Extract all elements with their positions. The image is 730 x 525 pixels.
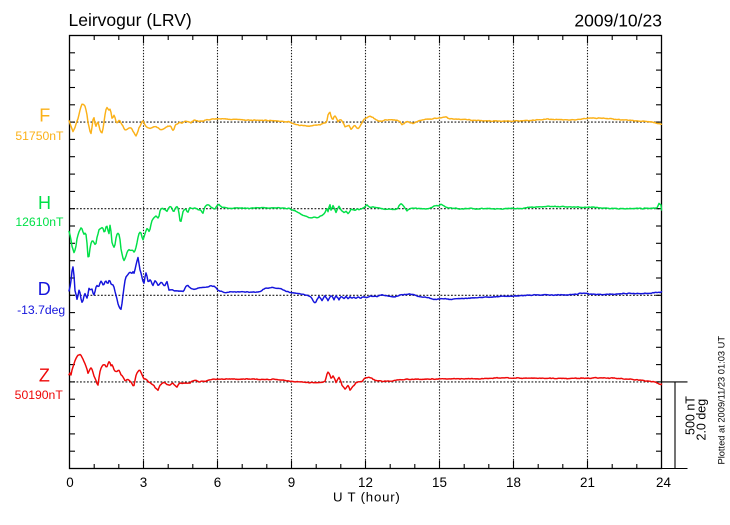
- svg-text:15: 15: [432, 475, 447, 490]
- svg-text:2009/10/23: 2009/10/23: [574, 11, 662, 31]
- svg-text:51750nT: 51750nT: [15, 129, 64, 143]
- svg-text:F: F: [39, 106, 50, 126]
- svg-text:H: H: [38, 193, 51, 213]
- svg-text:6: 6: [214, 475, 221, 490]
- svg-text:50190nT: 50190nT: [15, 388, 64, 402]
- svg-text:3: 3: [140, 475, 147, 490]
- svg-text:9: 9: [288, 475, 295, 490]
- svg-text:U T (hour): U T (hour): [333, 489, 401, 504]
- svg-text:21: 21: [580, 475, 595, 490]
- svg-text:24: 24: [656, 475, 671, 490]
- svg-text:D: D: [38, 279, 51, 299]
- svg-text:Plotted at 2009/11/23 01:03 UT: Plotted at 2009/11/23 01:03 UT: [717, 336, 727, 465]
- svg-text:2.0 deg: 2.0 deg: [695, 399, 709, 441]
- svg-text:Z: Z: [39, 366, 50, 386]
- svg-text:0: 0: [66, 475, 73, 490]
- svg-text:12610nT: 12610nT: [15, 215, 64, 229]
- svg-text:-13.7deg: -13.7deg: [17, 303, 65, 317]
- svg-text:Leirvogur (LRV): Leirvogur (LRV): [69, 10, 192, 30]
- svg-text:500 nT: 500 nT: [684, 396, 698, 435]
- svg-text:12: 12: [358, 475, 373, 490]
- svg-text:18: 18: [506, 475, 521, 490]
